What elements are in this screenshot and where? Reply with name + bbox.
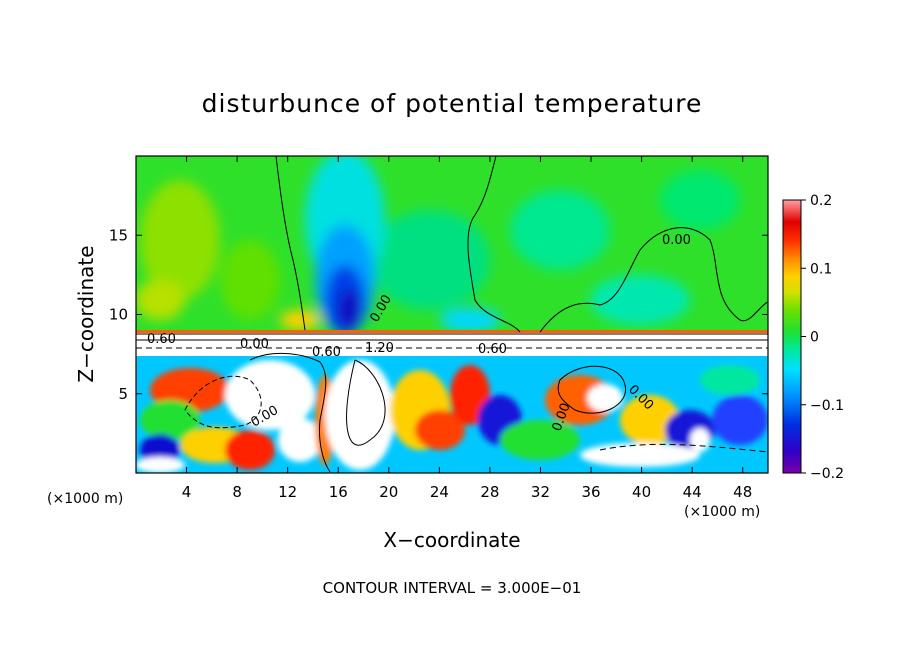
colorbar-tick-label: −0.1 — [810, 398, 844, 414]
x-tick-label: 48 — [733, 483, 752, 501]
colorbar-tick-label: −0.2 — [810, 466, 844, 482]
x-tick-label: 16 — [329, 483, 348, 501]
contour-lines — [136, 156, 768, 473]
contour-label: 0.60 — [147, 332, 176, 347]
y-tick-label: 10 — [109, 306, 128, 324]
inversion-band — [136, 330, 768, 333]
x-tick-label: 28 — [480, 483, 499, 501]
colorbar-fill — [783, 200, 801, 473]
x-tick-label: 8 — [232, 483, 242, 501]
plot-area: 0.60 0.00 0.00 0.60 1.20 0.60 0.00 0.00 … — [136, 156, 768, 473]
colorbar: 0.2 0.1 0 −0.1 −0.2 — [782, 193, 844, 482]
chart-title: disturbunce of potential temperature — [202, 89, 703, 118]
contour-label: 0.00 — [240, 337, 269, 352]
upper-field-texture — [136, 156, 740, 335]
x-tick-label: 40 — [632, 483, 651, 501]
contour-label: 0.60 — [478, 342, 507, 357]
x-tick-label: 20 — [379, 483, 398, 501]
x-tick-label: 32 — [531, 483, 550, 501]
contour-label: 0.60 — [312, 345, 341, 360]
contour-label: 1.20 — [365, 341, 394, 356]
x-unit-left: (×1000 m) — [47, 491, 123, 507]
x-tick-label: 44 — [683, 483, 702, 501]
colorbar-tick-label: 0.1 — [810, 261, 832, 277]
y-axis-label: Z−coordinate — [74, 245, 98, 382]
y-tick-label: 5 — [118, 385, 128, 403]
x-tick-label: 12 — [278, 483, 297, 501]
colorbar-tick-label: 0 — [810, 330, 819, 346]
contour-label: 0.00 — [662, 233, 691, 248]
y-tick-label: 15 — [109, 226, 128, 244]
x-tick-label: 4 — [182, 483, 192, 501]
x-unit-right: (×1000 m) — [684, 504, 760, 520]
x-tick-label: 24 — [430, 483, 449, 501]
x-axis-label: X−coordinate — [383, 528, 520, 552]
contour-interval-note: CONTOUR INTERVAL = 3.000E−01 — [323, 579, 582, 597]
colorbar-tick-label: 0.2 — [810, 193, 832, 209]
x-tick-label: 36 — [581, 483, 600, 501]
lower-field-texture — [136, 360, 768, 473]
